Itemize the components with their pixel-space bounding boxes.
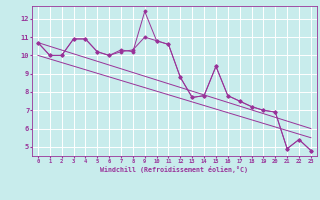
X-axis label: Windchill (Refroidissement éolien,°C): Windchill (Refroidissement éolien,°C) [100, 166, 248, 173]
